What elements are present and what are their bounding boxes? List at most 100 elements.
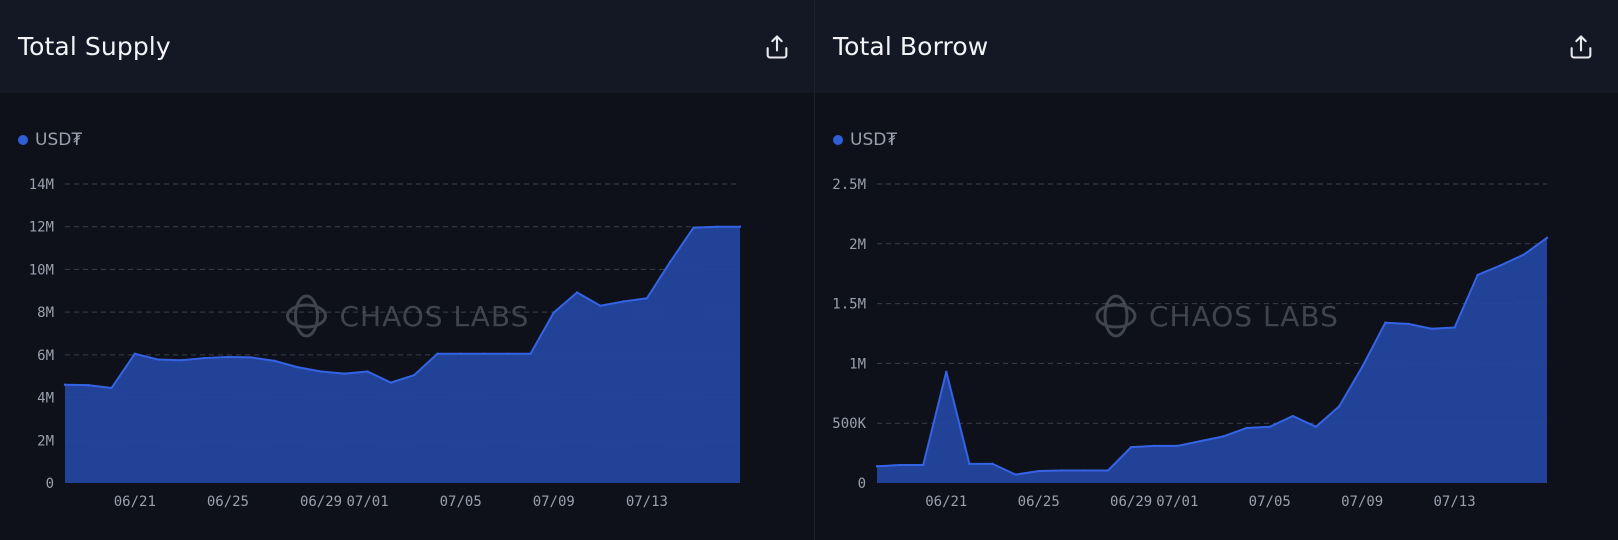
data-point[interactable] <box>1222 435 1225 438</box>
y-tick-label: 1M <box>849 356 866 372</box>
total-borrow-panel: Total Borrow USD₮ 0 500K 1M 1.5M 2M 2.5M CHAOS… <box>815 0 1618 540</box>
data-point[interactable] <box>1037 469 1040 473</box>
data-point[interactable] <box>1199 439 1202 443</box>
data-point[interactable] <box>1360 365 1364 369</box>
data-point[interactable] <box>715 225 718 228</box>
data-point[interactable] <box>738 225 742 228</box>
data-point[interactable] <box>622 300 625 303</box>
data-point[interactable] <box>1014 473 1017 476</box>
data-point[interactable] <box>1060 469 1064 472</box>
data-point[interactable] <box>87 383 90 387</box>
data-point[interactable] <box>968 462 971 466</box>
data-point[interactable] <box>1245 426 1248 430</box>
y-tick-label: 8M <box>37 305 54 321</box>
watermark-text: CHAOS LABS <box>1149 300 1339 333</box>
data-point[interactable] <box>1430 327 1433 330</box>
panel-header: Total Borrow <box>815 0 1618 93</box>
data-point[interactable] <box>1106 469 1110 472</box>
data-point[interactable] <box>922 463 925 467</box>
x-tick-label: 06/29 <box>1110 494 1152 510</box>
panel-header: Total Supply <box>0 0 814 93</box>
x-tick-label: 07/01 <box>347 494 389 510</box>
data-point[interactable] <box>668 260 672 264</box>
data-point[interactable] <box>875 465 879 468</box>
y-tick-label: 2M <box>37 433 54 449</box>
data-point[interactable] <box>945 370 948 373</box>
data-point[interactable] <box>296 366 299 369</box>
data-point[interactable] <box>1337 405 1341 408</box>
y-tick-label: 2.5M <box>832 177 866 193</box>
series-line[interactable] <box>64 225 740 390</box>
data-point[interactable] <box>110 386 113 390</box>
data-point[interactable] <box>1083 469 1087 472</box>
data-point[interactable] <box>250 356 253 359</box>
x-tick-label: 06/21 <box>925 494 967 510</box>
data-point[interactable] <box>645 297 649 300</box>
data-point[interactable] <box>389 381 393 384</box>
y-tick-label: 12M <box>29 220 54 236</box>
series-area[interactable] <box>65 226 740 483</box>
legend-label: USD₮ <box>850 130 898 150</box>
panel-title: Total Supply <box>18 32 171 61</box>
data-point[interactable] <box>319 370 323 373</box>
chart-legend[interactable]: USD₮ <box>833 130 897 150</box>
data-point[interactable] <box>482 352 486 355</box>
chart-legend[interactable]: USD₮ <box>18 130 82 150</box>
data-point[interactable] <box>1384 321 1387 324</box>
x-tick-label: 07/05 <box>440 494 482 510</box>
data-point[interactable] <box>506 352 509 355</box>
y-tick-label: 0 <box>858 476 866 492</box>
series-line[interactable] <box>876 237 1548 476</box>
data-point[interactable] <box>1407 322 1410 326</box>
data-point[interactable] <box>459 352 462 355</box>
data-point[interactable] <box>156 358 160 361</box>
x-tick-label: 06/21 <box>114 494 156 510</box>
legend-color-dot <box>18 135 28 145</box>
data-point[interactable] <box>1153 444 1156 448</box>
data-point[interactable] <box>529 352 532 355</box>
data-point[interactable] <box>1176 444 1179 448</box>
x-tick-label: 06/29 <box>300 494 342 510</box>
data-point[interactable] <box>1314 425 1318 428</box>
data-point[interactable] <box>63 383 67 386</box>
data-point[interactable] <box>203 356 206 360</box>
data-point[interactable] <box>898 463 902 467</box>
y-tick-label: 6M <box>37 348 54 364</box>
chaos-labs-watermark: CHAOS LABS <box>286 294 528 338</box>
data-point[interactable] <box>991 462 994 466</box>
data-point[interactable] <box>692 226 695 229</box>
data-point[interactable] <box>552 311 555 314</box>
chaos-labs-watermark: CHAOS LABS <box>1095 294 1339 338</box>
data-point[interactable] <box>1545 236 1549 240</box>
x-tick-label: 07/13 <box>1434 494 1476 510</box>
data-point[interactable] <box>412 373 416 377</box>
share-upload-icon[interactable] <box>758 28 796 66</box>
data-point[interactable] <box>133 352 137 355</box>
series-area[interactable] <box>877 237 1547 483</box>
data-point[interactable] <box>436 352 439 355</box>
data-point[interactable] <box>1291 414 1295 418</box>
panel-title: Total Borrow <box>833 32 989 61</box>
y-tick-label: 2M <box>849 237 866 253</box>
data-point[interactable] <box>1268 425 1271 428</box>
data-point[interactable] <box>599 304 602 307</box>
data-point[interactable] <box>180 358 183 362</box>
data-point[interactable] <box>1129 445 1133 449</box>
data-point[interactable] <box>343 372 346 375</box>
data-point[interactable] <box>1499 264 1502 267</box>
data-point[interactable] <box>226 355 230 359</box>
y-tick-label: 4M <box>37 391 54 407</box>
data-point[interactable] <box>575 291 579 294</box>
share-upload-icon[interactable] <box>1562 28 1600 66</box>
y-tick-label: 0 <box>46 476 54 492</box>
y-tick-label: 1.5M <box>832 297 866 313</box>
data-point[interactable] <box>366 370 369 373</box>
data-point[interactable] <box>273 359 276 363</box>
y-tick-label: 14M <box>29 177 54 193</box>
x-tick-label: 06/25 <box>1018 494 1060 510</box>
x-tick-label: 07/05 <box>1249 494 1291 510</box>
data-point[interactable] <box>1453 326 1456 329</box>
data-point[interactable] <box>1476 273 1479 277</box>
data-point[interactable] <box>1522 253 1526 256</box>
